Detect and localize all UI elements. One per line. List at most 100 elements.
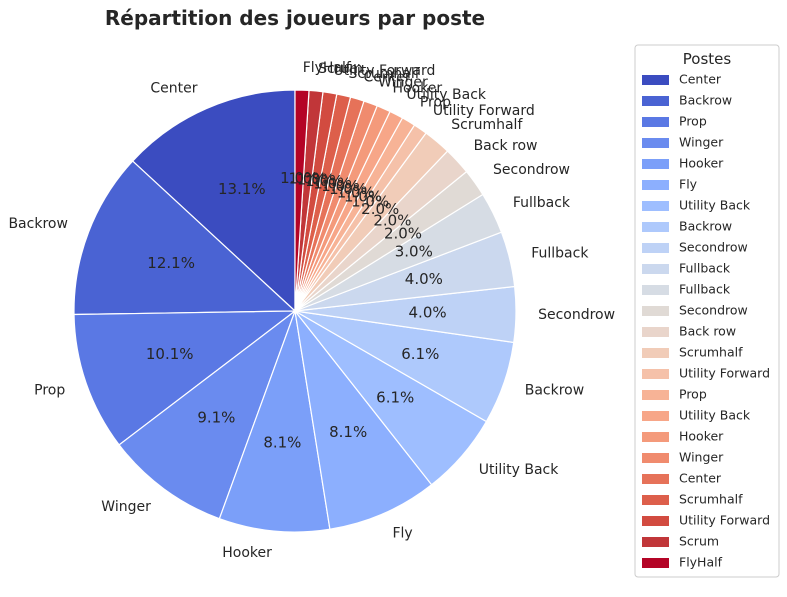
slice-label: Prop [420,94,451,110]
slice-label: Center [150,80,197,96]
slice-label: Hooker [392,80,442,96]
slice-label: Backrow [8,216,67,232]
slice-label: Hooker [222,545,272,561]
legend-label: Hooker [679,429,724,444]
legend-swatch [642,516,669,526]
pct-label: 1.0% [305,172,343,190]
legend-swatch [642,222,669,232]
legend-label: Utility Forward [679,366,770,381]
legend-swatch [642,411,669,421]
legend-swatch [642,327,669,337]
slice-label: Fly [392,526,412,542]
legend-swatch [642,138,669,148]
legend-swatch [642,432,669,442]
slice-label: Utility Forward [433,103,535,119]
legend-swatch [642,201,669,211]
legend-swatch [642,537,669,547]
legend-label: Hooker [679,156,724,171]
legend-swatch [642,306,669,316]
pct-label: 2.0% [384,225,422,243]
chart-title: Répartition des joueurs par poste [105,6,485,30]
slice-labels: CenterBackrowPropWingerHookerFlyUtility … [8,60,615,561]
legend-swatch [642,75,669,85]
pct-label: 12.1% [147,254,195,272]
pct-label: 1.0% [344,188,382,206]
slice-label: Winger [378,75,428,91]
slice-label: Utility Back [479,462,560,478]
legend-swatch [642,558,669,568]
legend-label: Fullback [679,261,731,276]
slice-label: Back row [474,138,538,154]
slice-label: Fullback [513,195,571,211]
legend-swatch [642,474,669,484]
legend-swatch [642,180,669,190]
legend-label: Winger [679,135,724,150]
pct-label: 8.1% [329,423,367,441]
legend-label: Backrow [679,93,732,108]
legend-label: Center [679,471,722,486]
legend-swatch [642,495,669,505]
legend-swatch [642,285,669,295]
legend-label: Utility Back [679,198,751,213]
pct-label: 13.1% [218,180,266,198]
legend: Postes Center Backrow Prop Winger Hooker Fly U… [634,44,780,578]
slice-label: FlyHalf [303,60,352,76]
pct-label: 2.0% [361,200,399,218]
slice-label: Fullback [531,246,589,262]
slice-label: Scrum [318,61,363,77]
legend-swatch [642,243,669,253]
pie-slice [118,309,297,520]
legend-label: Prop [679,387,707,402]
slice-label: Center [363,70,410,86]
legend-label: Fly [679,177,698,192]
legend-swatch [642,264,669,274]
legend-frame [634,44,780,578]
slice-label: Secondrow [493,162,570,178]
pct-label: 10.1% [146,345,194,363]
slice-label: Winger [101,499,151,515]
pct-label: 6.1% [376,388,414,406]
legend-label: FlyHalf [679,555,723,570]
pct-label: 1.0% [289,170,327,188]
slice-label: Backrow [525,383,584,399]
legend-label: Scrumhalf [679,492,743,507]
slice-label: Scrumhalf [349,66,421,82]
legend-label: Center [679,72,722,87]
pct-label: 4.0% [409,304,447,322]
legend-label: Scrumhalf [679,345,743,360]
legend-label: Utility Back [679,408,751,423]
legend-swatch [642,453,669,463]
pie-slice [294,308,433,530]
legend-label: Prop [679,114,707,129]
legend-swatch [642,390,669,400]
pct-label: 1.0% [337,184,375,202]
pct-labels: 13.1% 12.1% 10.1% 9.1% 8.1% 8.1% 6.1% 6.1% 4.0% 4… [146,169,447,452]
legend-swatch [642,348,669,358]
legend-label: Back row [679,324,736,339]
pct-label: 1.0% [297,171,335,189]
pct-label: 6.1% [401,345,439,363]
pie-slice [218,308,331,533]
slice-label: Secondrow [538,307,615,323]
legend-label: Fullback [679,282,731,297]
pct-label: 4.0% [405,270,443,288]
pct-label: 1.0% [329,180,367,198]
pct-label: 2.0% [373,212,411,230]
pct-label: 9.1% [197,408,235,426]
legend-items: Center Backrow Prop Winger Hooker Fly Utility … [642,72,770,570]
pct-label: 8.1% [263,433,301,451]
legend-swatch [642,369,669,379]
slice-label: Scrumhalf [451,117,523,133]
legend-swatch [642,96,669,106]
pct-label: 1.0% [321,177,359,195]
legend-swatch [642,159,669,169]
legend-swatch [642,117,669,127]
legend-label: Backrow [679,219,732,234]
pct-label: 1.0% [351,192,389,210]
legend-label: Winger [679,450,724,465]
legend-label: Utility Forward [679,513,770,528]
legend-label: Scrum [679,534,719,549]
pie-slice [73,310,297,446]
pct-label: 1.0% [313,174,351,192]
legend-title: Postes [683,50,732,68]
